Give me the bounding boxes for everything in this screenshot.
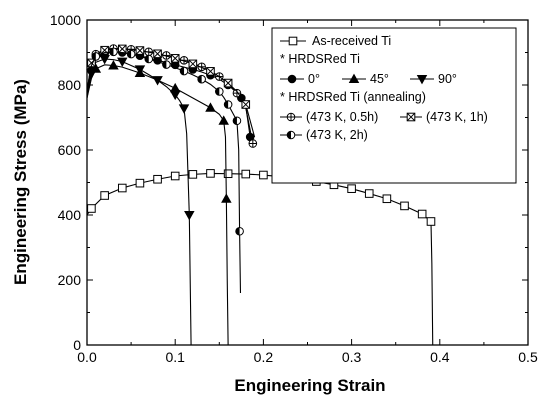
series-45 — [86, 60, 232, 346]
data-point — [235, 226, 244, 236]
data-point — [117, 57, 128, 68]
data-point — [197, 74, 206, 84]
y-tick-label: 600 — [58, 142, 82, 158]
series-line — [86, 64, 229, 346]
data-point — [184, 211, 195, 221]
series-473-k-2h — [86, 47, 244, 294]
data-point — [162, 60, 171, 69]
data-point — [241, 169, 251, 179]
x-axis-ticks: 0.0 0.1 0.2 0.3 0.4 0.5 — [77, 20, 538, 365]
data-point — [178, 104, 190, 114]
data-point — [169, 90, 181, 101]
legend-box — [271, 27, 517, 184]
data-point — [170, 54, 180, 63]
data-point — [218, 115, 229, 125]
data-point — [153, 49, 162, 59]
legend-label-90deg: 90° — [438, 72, 457, 86]
data-point — [364, 189, 374, 198]
data-point — [109, 47, 118, 57]
legend-label-1h: (473 K, 1h) — [426, 110, 488, 124]
data-point — [232, 116, 242, 126]
legend: As-received Ti * HRDSRed Ti 0° 45° 90° * HRDS… — [271, 27, 517, 184]
data-point — [153, 174, 162, 184]
data-point — [221, 193, 232, 203]
series-line — [86, 58, 192, 346]
data-point — [426, 217, 436, 226]
data-point — [126, 49, 136, 59]
series-line — [86, 172, 434, 346]
legend-label-as-received: As-received Ti — [312, 34, 391, 48]
x-tick-label: 0.3 — [342, 349, 362, 365]
series-473-k-1h — [86, 44, 256, 138]
series-90 — [86, 55, 195, 346]
data-point — [382, 194, 392, 204]
data-point — [91, 52, 101, 61]
data-point — [241, 100, 251, 109]
data-point — [135, 46, 145, 55]
data-point — [152, 76, 163, 86]
data-point — [223, 100, 233, 109]
legend-sample-45deg — [342, 73, 366, 83]
data-point — [248, 139, 258, 148]
legend-sample-2h — [280, 130, 302, 140]
x-tick-label: 0.1 — [165, 349, 185, 365]
data-point — [100, 45, 109, 55]
y-tick-label: 1000 — [50, 12, 81, 28]
data-point — [117, 44, 127, 54]
data-point — [100, 191, 109, 200]
y-tick-label: 0 — [73, 337, 81, 353]
data-point — [259, 170, 268, 180]
data-point — [206, 67, 215, 76]
data-point — [117, 183, 127, 193]
y-tick-label: 200 — [58, 272, 82, 288]
x-axis-title: Engineering Strain — [234, 376, 385, 395]
y-axis-title: Engineering Stress (MPa) — [11, 79, 30, 285]
data-point — [134, 65, 146, 75]
data-point — [223, 169, 233, 179]
legend-sample-as-received — [280, 36, 306, 46]
y-tick-label: 400 — [58, 207, 82, 223]
legend-sample-05h — [280, 112, 302, 122]
data-point — [144, 54, 154, 64]
legend-sample-0deg — [280, 74, 304, 84]
data-point — [206, 169, 215, 178]
x-tick-label: 0.0 — [77, 349, 97, 365]
y-tick-label: 800 — [58, 77, 82, 93]
data-point — [99, 55, 110, 65]
legend-heading-hrdsred: * HRDSRed Ti — [280, 52, 360, 66]
data-point — [108, 60, 119, 70]
data-point — [135, 178, 145, 188]
legend-sample-1h — [400, 112, 422, 122]
legend-label-0deg: 0° — [308, 72, 320, 86]
series-0 — [86, 48, 255, 142]
legend-label-05h: (473 K, 0.5h) — [306, 110, 378, 124]
data-point — [179, 66, 189, 76]
data-point — [170, 171, 180, 181]
data-point — [223, 78, 233, 88]
series-line — [86, 48, 256, 138]
data-point — [86, 69, 97, 80]
data-point — [188, 59, 198, 69]
x-tick-label: 0.5 — [518, 349, 538, 365]
data-point — [347, 184, 356, 193]
data-point — [169, 82, 181, 93]
data-point — [215, 87, 224, 96]
legend-sample-90deg — [410, 75, 434, 85]
data-point — [417, 209, 427, 219]
data-point — [87, 204, 96, 213]
data-point — [205, 102, 216, 112]
data-point — [400, 201, 409, 211]
legend-label-45deg: 45° — [370, 72, 389, 86]
legend-heading-annealing: * HRDSRed Ti (annealing) — [280, 90, 426, 104]
data-point — [188, 170, 198, 179]
legend-label-2h: (473 K, 2h) — [306, 128, 368, 142]
series-as-received-ti — [86, 169, 436, 346]
x-tick-label: 0.4 — [430, 349, 450, 365]
x-tick-label: 0.2 — [254, 349, 274, 365]
